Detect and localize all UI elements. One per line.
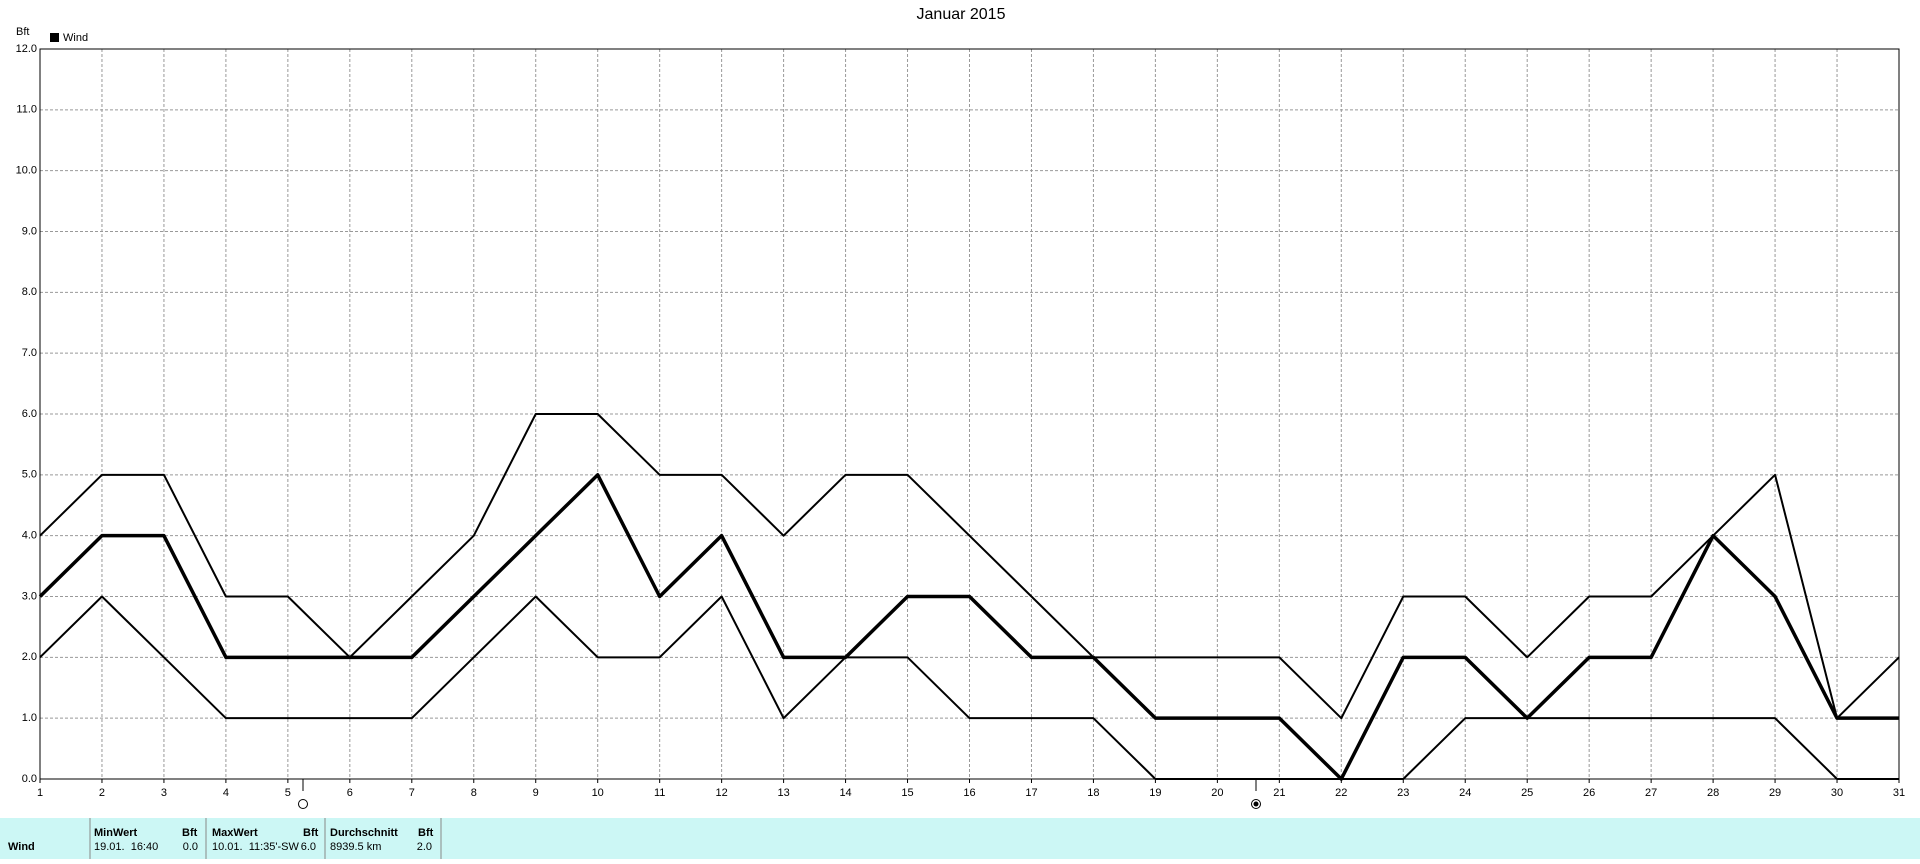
x-tick-label: 10 <box>592 787 604 799</box>
x-tick-label: 30 <box>1831 787 1843 799</box>
x-tick-label: 8 <box>471 787 477 799</box>
table-cell: 2.0 <box>417 841 432 853</box>
y-tick-label: 8.0 <box>22 286 37 298</box>
y-tick-label: 5.0 <box>22 469 37 481</box>
y-tick-label: 1.0 <box>22 712 37 724</box>
y-tick-label: 10.0 <box>16 165 37 177</box>
y-tick-label: 9.0 <box>22 225 37 237</box>
plot-frame <box>39 48 1900 780</box>
y-tick-label: 3.0 <box>22 590 37 602</box>
x-tick-label: 18 <box>1087 787 1099 799</box>
x-tick-label: 3 <box>161 787 167 799</box>
x-tick-label: 29 <box>1769 787 1781 799</box>
x-tick-label: 20 <box>1211 787 1223 799</box>
x-tick-label: 24 <box>1459 787 1471 799</box>
table-cell: 0.0 <box>183 841 198 853</box>
x-tick-label: 28 <box>1707 787 1719 799</box>
x-tick-label: 17 <box>1025 787 1037 799</box>
x-tick-label: 22 <box>1335 787 1347 799</box>
x-tick-label: 26 <box>1583 787 1595 799</box>
table-header: MinWert <box>94 827 138 839</box>
y-tick-label: 4.0 <box>22 530 37 542</box>
table-cell: 6.0 <box>301 841 316 853</box>
x-tick-label: 27 <box>1645 787 1657 799</box>
y-tick-label: 11.0 <box>16 104 37 116</box>
x-tick-label: 14 <box>839 787 851 799</box>
x-tick-label: 1 <box>37 787 43 799</box>
table-unit: Bft <box>182 827 198 839</box>
table-cell: 10.01. 11:35'-SW <box>212 841 300 853</box>
y-tick-label: 12.0 <box>16 43 37 55</box>
series-line <box>38 473 1899 781</box>
x-tick-label: 2 <box>99 787 105 799</box>
y-tick-label: 7.0 <box>22 347 37 359</box>
x-tick-label: 19 <box>1149 787 1161 799</box>
x-tick-label: 6 <box>347 787 353 799</box>
table-header: Durchschnitt <box>330 827 398 839</box>
moon-icons <box>298 779 1261 809</box>
x-tick-label: 23 <box>1397 787 1409 799</box>
table-cell: 8939.5 km <box>330 841 381 853</box>
x-tick-label: 9 <box>533 787 539 799</box>
x-tick-label: 13 <box>777 787 789 799</box>
table-unit: Bft <box>418 827 434 839</box>
y-tick-label: 0.0 <box>22 773 37 785</box>
x-tick-label: 7 <box>409 787 415 799</box>
x-tick-label: 25 <box>1521 787 1533 799</box>
table-row-label: Wind <box>8 841 35 853</box>
x-tick-label: 21 <box>1273 787 1285 799</box>
legend-label: Wind <box>63 32 88 44</box>
table-header: MaxWert <box>212 827 258 839</box>
x-tick-label: 12 <box>716 787 728 799</box>
y-tick-label: 2.0 <box>22 651 37 663</box>
series-line <box>39 595 1899 780</box>
legend-swatch <box>50 33 59 42</box>
x-tick-label: 31 <box>1893 787 1905 799</box>
table-unit: Bft <box>303 827 319 839</box>
x-tick-label: 5 <box>285 787 291 799</box>
table-cell: 19.01. 16:40 <box>94 841 158 853</box>
table-band <box>0 818 1920 859</box>
chart-title: Januar 2015 <box>917 6 1006 23</box>
x-tick-label: 11 <box>654 787 665 799</box>
y-tick-label: 6.0 <box>22 408 37 420</box>
x-tick-label: 16 <box>963 787 975 799</box>
x-tick-label: 4 <box>223 787 229 799</box>
y-axis-label: Bft <box>16 26 29 38</box>
x-tick-label: 15 <box>901 787 913 799</box>
